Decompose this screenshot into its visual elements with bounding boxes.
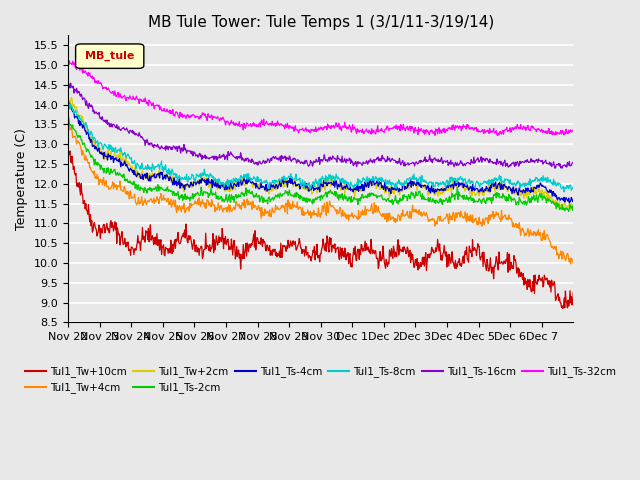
Title: MB Tule Tower: Tule Temps 1 (3/1/11-3/19/14): MB Tule Tower: Tule Temps 1 (3/1/11-3/19… — [148, 15, 494, 30]
Legend: Tul1_Tw+10cm, Tul1_Tw+4cm, Tul1_Tw+2cm, Tul1_Ts-2cm, Tul1_Ts-4cm, Tul1_Ts-8cm, T: Tul1_Tw+10cm, Tul1_Tw+4cm, Tul1_Tw+2cm, … — [21, 362, 620, 397]
Y-axis label: Temperature (C): Temperature (C) — [15, 128, 28, 230]
FancyBboxPatch shape — [76, 44, 144, 68]
Text: MB_tule: MB_tule — [85, 51, 134, 61]
